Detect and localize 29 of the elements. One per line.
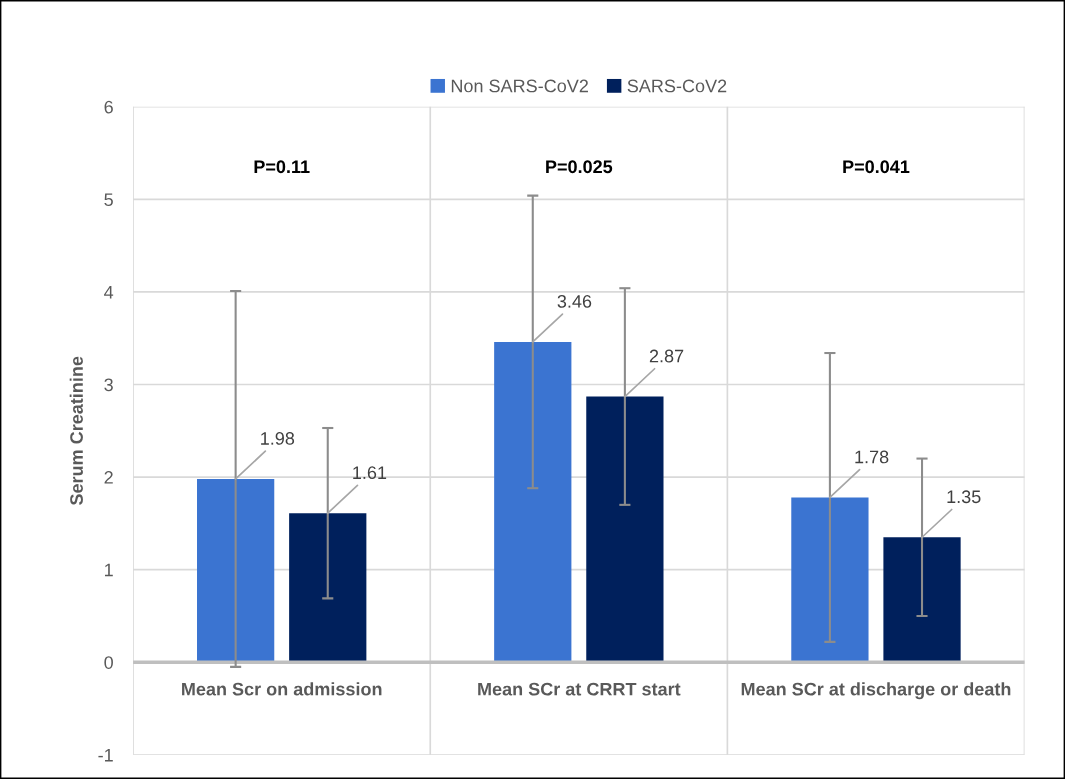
bar: [791, 497, 869, 663]
y-tick-label: -1: [98, 748, 113, 762]
data-label: 1.78: [855, 450, 889, 464]
annotation: P=0.025: [546, 160, 613, 174]
bar: [883, 537, 961, 663]
data-label: 2.87: [649, 349, 684, 363]
bar: [494, 341, 572, 663]
y-tick-label: 5: [104, 193, 113, 207]
y-tick-label: 6: [104, 100, 113, 114]
y-axis-title: Serum Creatinine: [69, 356, 83, 506]
y-tick-label: 0: [104, 656, 113, 669]
bar: [289, 513, 367, 663]
data-label: 3.46: [557, 294, 592, 308]
legend-label: Non SARS-CoV2: [451, 79, 588, 93]
annotation: P=0.11: [254, 160, 310, 174]
data-label: 1.35: [947, 490, 981, 504]
x-tick-label: Mean SCr at CRRT start: [478, 682, 681, 696]
bar: [586, 396, 664, 663]
y-tick-label: 4: [104, 286, 114, 299]
legend-label: SARS-CoV2: [627, 79, 727, 93]
x-tick-label: Mean SCr at discharge or death: [741, 682, 1011, 700]
y-tick-label: 3: [104, 378, 113, 392]
annotation: P=0.041: [843, 160, 910, 174]
bar: [197, 478, 275, 663]
y-tick-label: 1: [105, 563, 113, 577]
x-tick-label: Mean Scr on admission: [182, 682, 382, 696]
data-label: 1.61: [353, 466, 387, 480]
y-tick-label: 2: [104, 471, 113, 484]
data-label: 1.98: [261, 432, 295, 445]
